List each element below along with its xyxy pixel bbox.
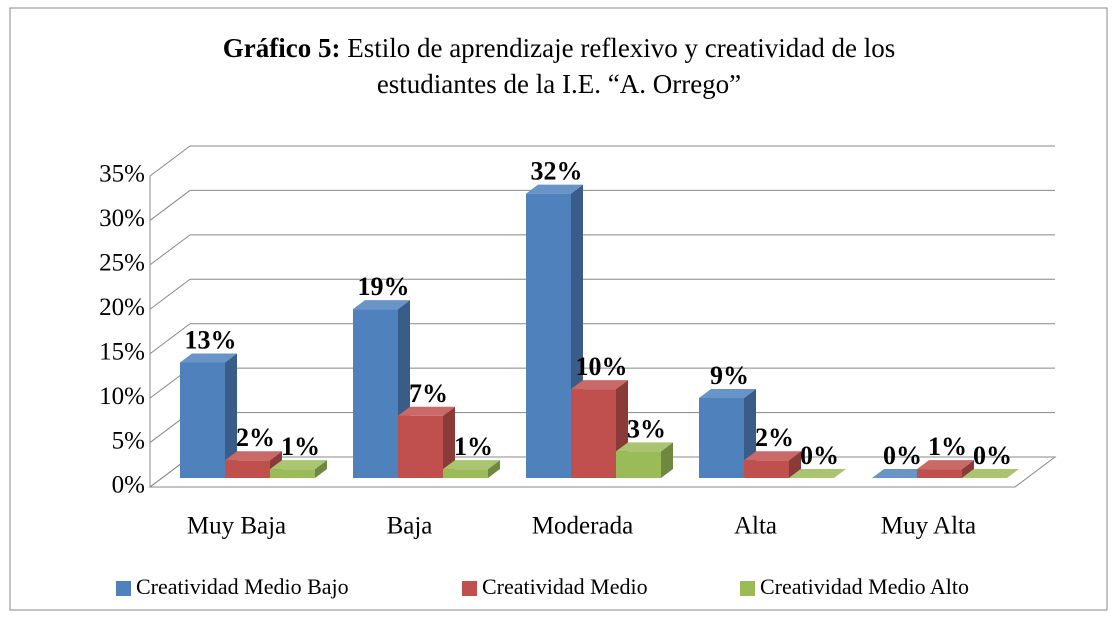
bar-top	[872, 469, 929, 478]
bar	[699, 389, 756, 478]
bar-front	[744, 460, 789, 478]
bar-front	[353, 309, 398, 478]
chart-title: Gráfico 5: Estilo de aprendizaje reflexi…	[223, 33, 895, 63]
grid-line-side	[149, 278, 191, 310]
bar	[789, 469, 846, 478]
value-label: 13%	[185, 325, 237, 354]
value-label: 19%	[358, 272, 410, 301]
grid-line-side	[149, 145, 191, 177]
bar-front	[699, 398, 744, 478]
bar-front	[270, 469, 315, 478]
value-label: 2%	[755, 423, 794, 452]
bar-top	[180, 353, 237, 363]
bar-side	[962, 460, 974, 478]
bar-front	[526, 193, 571, 478]
title-prefix: Gráfico 5:	[223, 33, 341, 63]
bar-front	[571, 389, 616, 478]
bar	[443, 460, 500, 478]
y-tick-label: 20%	[99, 294, 145, 321]
x-tick-label: Moderada	[532, 513, 633, 540]
bar-top	[789, 469, 846, 478]
bar-side	[789, 451, 801, 478]
bar-top	[526, 184, 583, 194]
x-tick-label: Alta	[734, 513, 777, 540]
bar-front	[225, 460, 270, 478]
y-tick-label: 0%	[112, 472, 145, 499]
value-label: 9%	[710, 361, 749, 390]
bar-top	[353, 300, 410, 310]
bar-front	[917, 469, 962, 478]
x-tick-label: Muy Alta	[881, 513, 976, 540]
y-tick-label: 15%	[99, 338, 145, 365]
bar-front	[443, 469, 488, 478]
bar-top	[398, 406, 455, 416]
bar-top	[962, 469, 1019, 478]
bar	[180, 353, 237, 478]
legend-label: Creatividad Medio Bajo	[136, 574, 349, 599]
value-label: 32%	[531, 157, 583, 186]
value-label: 1%	[454, 432, 493, 461]
bar	[917, 460, 974, 478]
bar	[872, 469, 929, 478]
bar	[962, 469, 1019, 478]
value-label: 10%	[576, 352, 628, 381]
bar	[744, 451, 801, 478]
bar	[616, 442, 673, 478]
bar-side	[225, 353, 237, 478]
bar-top	[571, 380, 628, 390]
legend-swatch	[116, 581, 131, 596]
value-label: 0%	[800, 441, 839, 470]
bar	[270, 460, 327, 478]
value-label: 2%	[236, 423, 275, 452]
value-label: 1%	[281, 432, 320, 461]
title-text: Estilo de aprendizaje reflexivo y creati…	[347, 33, 895, 63]
value-label: 0%	[883, 441, 922, 470]
bar	[225, 451, 282, 478]
bar-side	[443, 406, 455, 478]
bar-side	[315, 460, 327, 478]
y-tick-label: 10%	[99, 383, 145, 410]
grid-line-side	[149, 323, 191, 355]
legend-label: Creatividad Medio	[482, 574, 648, 599]
bar-top	[225, 451, 282, 461]
legend-label: Creatividad Medio Alto	[760, 574, 969, 599]
x-tick-label: Baja	[387, 513, 433, 540]
bar-top	[443, 460, 500, 470]
bar	[398, 406, 455, 478]
bar-front	[616, 451, 661, 478]
value-label: 0%	[973, 441, 1012, 470]
y-tick-label: 35%	[99, 161, 145, 188]
y-tick-label: 25%	[99, 250, 145, 277]
bar-top	[917, 460, 974, 470]
value-label: 7%	[409, 379, 448, 408]
grid-line-side	[149, 190, 191, 221]
bar-side	[488, 460, 500, 478]
legend-swatch	[462, 581, 477, 596]
value-label: 3%	[627, 414, 666, 443]
bar-front	[180, 362, 225, 478]
bar-front	[398, 415, 443, 478]
y-tick-label: 5%	[112, 427, 145, 454]
bar-side	[661, 442, 673, 478]
bar-top	[270, 460, 327, 470]
chart-title-line2: estudiantes de la I.E. “A. Orrego”	[377, 69, 741, 99]
bar-top	[744, 451, 801, 461]
legend-swatch	[740, 581, 755, 596]
x-tick-label: Muy Baja	[187, 513, 286, 540]
value-label: 1%	[928, 432, 967, 461]
bar-top	[699, 389, 756, 399]
y-tick-label: 30%	[99, 205, 145, 232]
bar	[571, 380, 628, 478]
bar-top	[616, 442, 673, 452]
grid-line-side	[149, 234, 191, 266]
